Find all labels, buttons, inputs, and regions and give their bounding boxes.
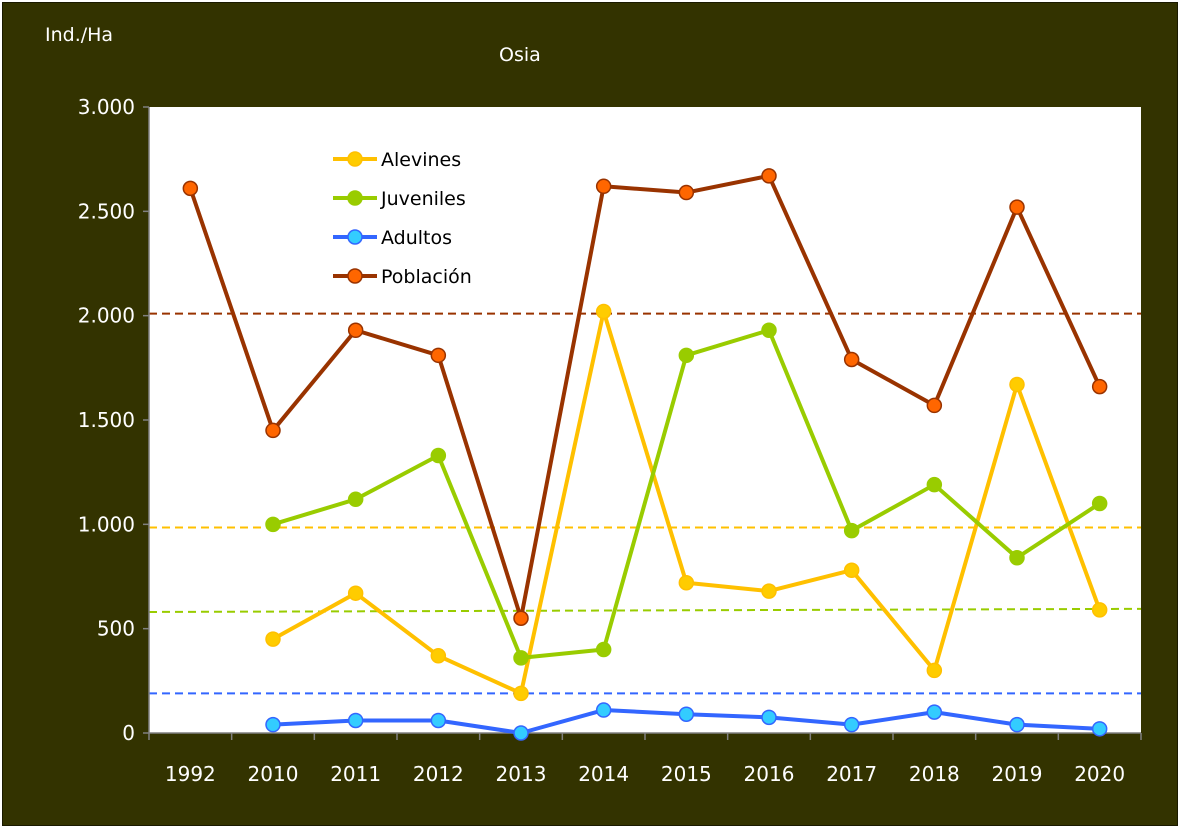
y-tick-label: 3.000 xyxy=(78,95,135,119)
legend-swatch-marker xyxy=(347,229,363,245)
data-point xyxy=(843,562,860,578)
data-point xyxy=(265,516,281,533)
data-point xyxy=(761,709,777,726)
data-point xyxy=(843,351,860,368)
legend-swatch-marker xyxy=(347,190,363,206)
data-point xyxy=(926,662,943,679)
y-tick-label: 2.000 xyxy=(78,304,135,328)
x-tick-label: 2019 xyxy=(992,762,1043,786)
data-point xyxy=(430,648,447,664)
x-tick-label: 2016 xyxy=(744,762,795,786)
legend-swatch-marker xyxy=(347,268,363,284)
x-tick-label: 2015 xyxy=(661,762,712,786)
x-tick-label: 2010 xyxy=(248,762,299,786)
data-point xyxy=(678,347,695,364)
data-point xyxy=(430,347,447,364)
x-tick-label: 2020 xyxy=(1074,762,1125,786)
x-tick-label: 1992 xyxy=(165,762,216,786)
y-tick-label: 2.500 xyxy=(78,199,135,223)
data-point xyxy=(1091,495,1108,512)
y-tick-label: 0 xyxy=(122,721,135,745)
legend-item: Juveniles xyxy=(333,188,466,210)
data-point xyxy=(1091,602,1108,618)
legend-label: Juveniles xyxy=(380,188,466,210)
reference-line-2 xyxy=(148,607,1142,613)
data-point xyxy=(265,631,281,647)
data-point xyxy=(1009,376,1025,393)
data-point xyxy=(595,702,612,718)
x-tick-label: 2017 xyxy=(826,762,877,786)
data-point xyxy=(1009,716,1025,733)
axes: 0 500 1.000 1.500 2.000 2.500 3.000 1992 2010 201… xyxy=(78,95,1142,786)
data-point xyxy=(761,168,777,184)
data-point xyxy=(430,712,447,729)
x-tick-label: 2011 xyxy=(330,762,381,786)
data-point xyxy=(843,716,860,733)
data-point xyxy=(926,476,943,493)
series-alevines xyxy=(265,303,1108,702)
data-point xyxy=(265,422,281,439)
data-point xyxy=(678,184,695,201)
legend-label: Población xyxy=(381,266,472,288)
plot-area xyxy=(149,107,1141,733)
legend-item: Población xyxy=(333,266,472,288)
y-tick-label: 1.000 xyxy=(78,512,135,536)
x-tick-label: 2013 xyxy=(496,762,547,786)
legend-label: Adultos xyxy=(381,227,452,249)
x-tick-label: 2014 xyxy=(578,762,629,786)
data-point xyxy=(761,322,777,339)
data-point xyxy=(347,712,364,729)
line-chart: Ind./Ha Osia 0 500 1.000 1.500 2.000 2.500 3.0… xyxy=(45,24,1142,786)
data-point xyxy=(265,716,281,733)
data-point xyxy=(513,650,529,666)
data-point xyxy=(1091,721,1108,737)
chart-title: Osia xyxy=(499,44,541,66)
data-point xyxy=(1091,378,1108,395)
series-juveniles xyxy=(265,322,1108,666)
data-point xyxy=(678,575,695,591)
x-tick-label: 2018 xyxy=(909,762,960,786)
legend-item: Alevines xyxy=(333,149,461,171)
legend-swatch-marker xyxy=(347,151,363,167)
y-tick-label: 1.500 xyxy=(78,408,135,432)
legend-label: Alevines xyxy=(381,149,461,171)
series-adultos xyxy=(265,702,1108,741)
data-point xyxy=(1009,549,1025,566)
data-point xyxy=(1009,199,1025,215)
legend: Alevines Juveniles Adultos Población xyxy=(333,149,472,288)
legend-item: Adultos xyxy=(333,227,452,249)
data-point xyxy=(430,447,447,464)
data-point xyxy=(926,397,943,414)
y-tick-label: 500 xyxy=(97,617,135,641)
data-point xyxy=(678,706,695,722)
data-point xyxy=(182,180,199,197)
data-point xyxy=(347,322,364,339)
data-point xyxy=(595,641,612,658)
data-point xyxy=(513,685,529,702)
data-point xyxy=(347,491,364,508)
data-point xyxy=(595,178,612,195)
data-point xyxy=(513,610,529,626)
data-point xyxy=(926,704,943,720)
data-point xyxy=(513,725,529,741)
series-group xyxy=(182,168,1108,741)
x-tick-label: 2012 xyxy=(413,762,464,786)
series-line xyxy=(188,173,1102,621)
series-poblaci-n xyxy=(182,168,1108,626)
data-point xyxy=(761,583,777,599)
data-point xyxy=(347,585,364,601)
y-axis-unit-label: Ind./Ha xyxy=(45,24,113,46)
data-point xyxy=(595,303,612,320)
data-point xyxy=(843,522,860,539)
